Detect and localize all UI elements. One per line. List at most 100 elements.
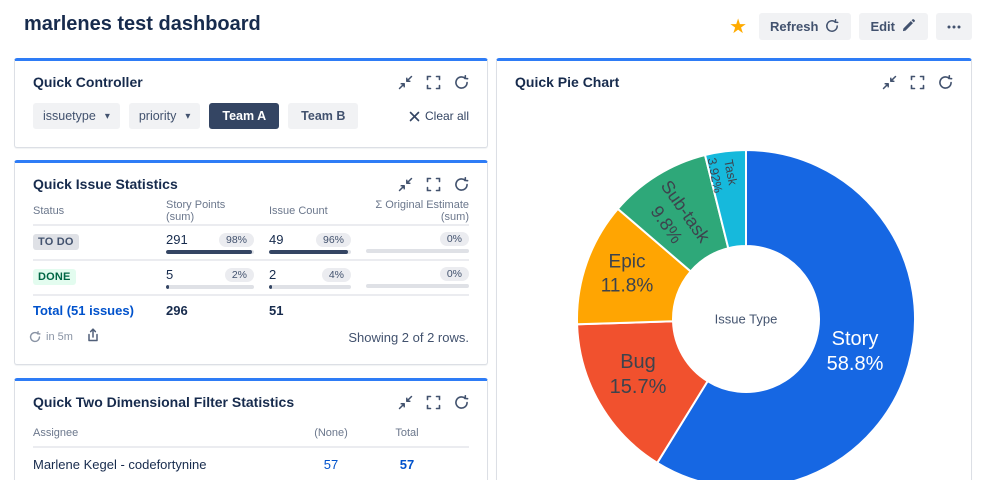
issuetype-dropdown[interactable]: issuetype ▾ bbox=[33, 103, 120, 129]
page-title: marlenes test dashboard bbox=[24, 13, 261, 35]
clear-all-button[interactable]: Clear all bbox=[409, 109, 469, 123]
table-row-todo: TO DO 291 98% 49 96% 0% bbox=[33, 224, 469, 259]
quick-issue-statistics-panel: Quick Issue Statistics bbox=[14, 160, 488, 365]
todo-story-points: 291 98% bbox=[166, 228, 254, 254]
collapse-icon[interactable] bbox=[882, 75, 897, 90]
progress-bar bbox=[166, 285, 254, 289]
quick-two-dimensional-panel: Quick Two Dimensional Filter Statistics bbox=[14, 378, 488, 480]
stats-header-row: Status Story Points (sum) Issue Count Σ … bbox=[33, 198, 469, 224]
done-issue-count: 2 4% bbox=[269, 263, 351, 289]
quick-controller-title: Quick Controller bbox=[33, 74, 143, 90]
quick-pie-chart-panel: Quick Pie Chart bbox=[496, 58, 972, 480]
table-row-total: Total (51 issues) 296 51 bbox=[33, 294, 469, 324]
quick-issue-statistics-title: Quick Issue Statistics bbox=[33, 176, 178, 192]
status-badge: DONE bbox=[33, 269, 76, 285]
pie-label-epic: Epic 11.8% bbox=[600, 251, 654, 296]
panel-actions bbox=[882, 74, 953, 90]
value: 49 bbox=[269, 232, 284, 247]
percent-pill: 98% bbox=[218, 232, 254, 247]
chevron-down-icon: ▾ bbox=[104, 110, 110, 122]
quick-two-dimensional-title: Quick Two Dimensional Filter Statistics bbox=[33, 394, 295, 410]
pie-label-task: Task 3.92% bbox=[704, 156, 740, 195]
reload-gadget-icon[interactable] bbox=[454, 394, 469, 410]
pencil-icon bbox=[902, 19, 917, 34]
refresh-countdown-label: in 5m bbox=[46, 331, 73, 343]
expand-icon[interactable] bbox=[426, 75, 441, 90]
donut-chart-svg bbox=[576, 148, 916, 480]
value: 5 bbox=[166, 267, 174, 282]
total-issues-link[interactable]: Total (51 issues) bbox=[33, 302, 134, 318]
expand-icon[interactable] bbox=[910, 75, 925, 90]
col-story-points: Story Points (sum) bbox=[166, 199, 226, 223]
pie-center-label: Issue Type bbox=[714, 311, 778, 327]
favorite-star-icon[interactable]: ★ bbox=[729, 15, 748, 38]
done-story-points: 5 2% bbox=[166, 263, 254, 289]
stats-footer: in 5m Showing 2 of 2 rows. bbox=[29, 328, 469, 346]
panel-actions bbox=[398, 394, 469, 410]
pie-label-story: Story 58.8% bbox=[826, 328, 884, 375]
x-icon bbox=[409, 111, 420, 121]
priority-dropdown-label: priority bbox=[138, 109, 177, 123]
status-badge: TO DO bbox=[33, 234, 79, 250]
progress-bar bbox=[366, 249, 469, 253]
two-dimensional-table: Assignee (None) Total Marlene Kegel - co… bbox=[33, 420, 469, 480]
col-total: Total bbox=[395, 427, 419, 439]
showing-rows-label: Showing 2 of 2 rows. bbox=[348, 329, 469, 345]
team-a-button[interactable]: Team A bbox=[209, 103, 280, 129]
issue-statistics-table: Status Story Points (sum) Issue Count Σ … bbox=[33, 198, 469, 324]
none-count-link[interactable]: 57 bbox=[323, 456, 339, 472]
table-header-row: Assignee (None) Total bbox=[33, 420, 469, 448]
pie-slice-task[interactable] bbox=[703, 148, 747, 250]
edit-button-label: Edit bbox=[870, 19, 895, 34]
total-story-points: 296 bbox=[166, 302, 188, 318]
pie-chart: Issue Type Story 58.8% Bug 15.7% Epic 11.8%… bbox=[497, 90, 971, 480]
total-count-link[interactable]: 57 bbox=[399, 456, 415, 472]
expand-icon[interactable] bbox=[426, 177, 441, 192]
topbar-actions: ★ Refresh Edit bbox=[729, 13, 972, 40]
controller-filters: issuetype ▾ priority ▾ Team A Team B Cle… bbox=[15, 90, 487, 129]
collapse-icon[interactable] bbox=[398, 177, 413, 192]
percent-pill: 2% bbox=[224, 267, 254, 282]
col-none: (None) bbox=[314, 427, 348, 439]
quick-controller-panel: Quick Controller bbox=[14, 58, 488, 148]
clear-all-label: Clear all bbox=[424, 109, 469, 123]
todo-issue-count: 49 96% bbox=[269, 228, 351, 254]
pie-label-bug: Bug 15.7% bbox=[609, 351, 667, 398]
refresh-button-label: Refresh bbox=[770, 19, 819, 34]
issuetype-dropdown-label: issuetype bbox=[43, 109, 96, 123]
todo-estimate: 0% bbox=[366, 228, 469, 253]
percent-pill: 0% bbox=[439, 232, 469, 246]
refresh-icon bbox=[825, 19, 840, 34]
pie-slice-story[interactable] bbox=[655, 148, 916, 480]
progress-bar bbox=[269, 285, 351, 289]
total-issue-count: 51 bbox=[269, 302, 284, 318]
collapse-icon[interactable] bbox=[398, 395, 413, 410]
collapse-icon[interactable] bbox=[398, 75, 413, 90]
progress-bar bbox=[166, 250, 254, 254]
reload-gadget-icon[interactable] bbox=[454, 74, 469, 90]
chevron-down-icon: ▾ bbox=[185, 110, 191, 122]
more-actions-button[interactable] bbox=[936, 13, 972, 40]
top-bar: marlenes test dashboard ★ Refresh Edit bbox=[0, 0, 998, 52]
team-b-button[interactable]: Team B bbox=[288, 103, 359, 129]
pie-slice-bug[interactable] bbox=[576, 320, 710, 465]
reload-gadget-icon[interactable] bbox=[938, 74, 953, 90]
reload-gadget-icon[interactable] bbox=[454, 176, 469, 192]
table-row-done: DONE 5 2% 2 4% 0% bbox=[33, 259, 469, 294]
done-estimate: 0% bbox=[366, 263, 469, 288]
refresh-countdown: in 5m bbox=[29, 328, 100, 346]
progress-bar bbox=[269, 250, 351, 254]
assignee-name: Marlene Kegel - codefortynine bbox=[33, 456, 207, 472]
edit-button[interactable]: Edit bbox=[859, 13, 928, 40]
expand-icon[interactable] bbox=[426, 395, 441, 410]
panel-actions bbox=[398, 74, 469, 90]
ellipsis-icon bbox=[947, 25, 961, 28]
refresh-icon bbox=[29, 331, 41, 343]
refresh-button[interactable]: Refresh bbox=[759, 13, 852, 40]
col-assignee: Assignee bbox=[33, 427, 79, 439]
priority-dropdown[interactable]: priority ▾ bbox=[128, 103, 201, 129]
value: 2 bbox=[269, 267, 277, 282]
export-icon[interactable] bbox=[86, 328, 100, 346]
value: 291 bbox=[166, 232, 188, 247]
